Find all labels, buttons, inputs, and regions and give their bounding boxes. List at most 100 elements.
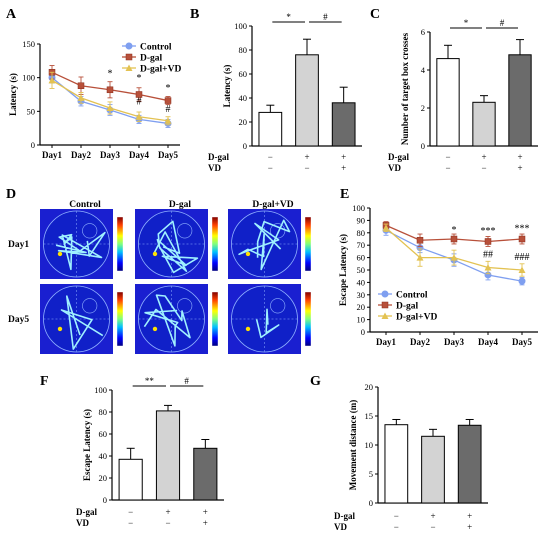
treatment-sign: − bbox=[394, 522, 399, 532]
color-scale bbox=[116, 216, 124, 272]
platform-target bbox=[270, 298, 286, 314]
y-tick-label: 60 bbox=[239, 69, 248, 79]
data-point bbox=[416, 254, 424, 261]
color-scale bbox=[211, 216, 219, 272]
treatment-label-dgal: D-gal bbox=[334, 511, 355, 521]
y-tick-label: 0 bbox=[31, 140, 35, 150]
platform-target bbox=[82, 223, 98, 239]
legend-marker bbox=[381, 312, 389, 319]
panel-a-line-chart: 0 50 100 150 Day1 Day2 Day3 Day4 Day5 Latency (s)… bbox=[8, 39, 181, 160]
panel-label-a: A bbox=[6, 7, 17, 22]
y-tick-label: 80 bbox=[99, 407, 108, 417]
swim-path bbox=[153, 220, 199, 274]
bar-2 bbox=[508, 54, 532, 147]
treatment-label-vd: VD bbox=[76, 518, 89, 528]
legend-label: Control bbox=[140, 43, 172, 53]
legend-label: D-gal+VD bbox=[396, 313, 437, 323]
y-tick-label: 60 bbox=[99, 429, 108, 439]
scale-min-label: 0 bbox=[214, 274, 217, 279]
y-tick-label: 20 bbox=[239, 117, 248, 127]
heatmap-row-label: Day1 bbox=[8, 240, 29, 250]
y-tick-label: 4 bbox=[421, 65, 426, 75]
treatment-sign: + bbox=[341, 163, 346, 173]
data-point bbox=[518, 277, 526, 285]
treatment-sign: − bbox=[304, 163, 309, 173]
significance-mark: # bbox=[166, 104, 171, 115]
y-tick-label: 150 bbox=[22, 39, 35, 49]
y-tick-label: 15 bbox=[365, 411, 374, 421]
treatment-sign: + bbox=[430, 511, 435, 521]
significance-mark: *** bbox=[481, 226, 496, 237]
hotspot bbox=[152, 251, 158, 257]
y-axis-label: Escape Latency (s) bbox=[338, 234, 348, 306]
y-tick-label: 10 bbox=[357, 315, 366, 325]
panel-label-f: F bbox=[40, 374, 49, 389]
y-tick-label: 6 bbox=[421, 27, 425, 37]
data-point bbox=[450, 254, 458, 261]
treatment-label-dgal: D-gal bbox=[388, 152, 409, 162]
y-axis-label: Movement distance (m) bbox=[348, 400, 358, 490]
legend-label: D-gal bbox=[396, 302, 419, 312]
treatment-label-dgal: D-gal bbox=[76, 507, 97, 517]
y-tick-label: 100 bbox=[352, 203, 365, 213]
treatment-sign: − bbox=[481, 163, 486, 173]
y-tick-label: 5 bbox=[369, 469, 373, 479]
heatmap-column-label: Control bbox=[69, 200, 101, 210]
bar-0 bbox=[384, 424, 409, 504]
significance-mark: * bbox=[108, 68, 113, 79]
treatment-label-vd: VD bbox=[388, 163, 401, 173]
treatment-sign: + bbox=[467, 522, 472, 532]
swim-path bbox=[238, 219, 291, 271]
y-tick-label: 30 bbox=[357, 290, 366, 300]
panel-label-e: E bbox=[340, 187, 349, 202]
scale-max-label: MAX bbox=[210, 287, 221, 292]
significance-mark: *** bbox=[515, 224, 530, 235]
treatment-sign: − bbox=[128, 518, 133, 528]
treatment-sign: + bbox=[203, 518, 208, 528]
hotspot bbox=[57, 326, 63, 332]
data-point bbox=[135, 91, 143, 98]
data-point bbox=[77, 82, 85, 89]
treatment-sign: + bbox=[165, 507, 170, 517]
heatmap-column-label: D-gal bbox=[169, 200, 192, 210]
significance-mark: * bbox=[464, 18, 469, 28]
y-tick-label: 40 bbox=[239, 93, 248, 103]
y-tick-label: 2 bbox=[421, 103, 425, 113]
panel-f-bar-chart: 0 20 40 60 80 100 Escape Latency (s) ** # D-galVD… bbox=[76, 376, 224, 528]
data-point bbox=[48, 76, 56, 84]
significance-mark: * bbox=[286, 12, 291, 22]
significance-mark: ### bbox=[515, 252, 530, 263]
legend-label: Control bbox=[396, 291, 428, 301]
significance-mark: * bbox=[137, 73, 142, 84]
treatment-sign: + bbox=[481, 152, 486, 162]
x-tick-label: Day5 bbox=[512, 337, 532, 347]
panel-c-bar-chart: 0 2 4 6 Number of target box crosses * # D-galV… bbox=[388, 18, 538, 173]
x-tick-label: Day1 bbox=[42, 150, 62, 160]
bar-1 bbox=[421, 435, 445, 504]
bar-1 bbox=[155, 410, 181, 501]
y-tick-label: 50 bbox=[357, 265, 366, 275]
color-scale bbox=[304, 216, 312, 272]
treatment-sign: + bbox=[517, 163, 522, 173]
color-scale bbox=[116, 291, 124, 347]
data-point bbox=[484, 264, 492, 271]
significance-mark: * bbox=[452, 225, 457, 236]
significance-mark: # bbox=[137, 97, 142, 108]
data-point bbox=[164, 117, 172, 124]
treatment-sign: + bbox=[341, 152, 346, 162]
bar-2 bbox=[457, 424, 482, 504]
legend-marker bbox=[125, 64, 133, 71]
legend-label: D-gal+VD bbox=[140, 65, 181, 75]
treatment-sign: − bbox=[394, 511, 399, 521]
y-tick-label: 0 bbox=[361, 327, 365, 337]
y-tick-label: 100 bbox=[94, 385, 107, 395]
x-tick-label: Day3 bbox=[100, 150, 120, 160]
treatment-label-dgal: D-gal bbox=[208, 152, 229, 162]
color-scale bbox=[211, 291, 219, 347]
bar-0 bbox=[436, 58, 460, 147]
panel-d-heatmaps: Control D-gal D-gal+VD Day1 Day5 MAX 0 MAX 0 MAX 0… bbox=[8, 200, 333, 358]
y-axis-label: Escape Latency (s) bbox=[82, 409, 92, 481]
panel-label-d: D bbox=[6, 187, 16, 202]
